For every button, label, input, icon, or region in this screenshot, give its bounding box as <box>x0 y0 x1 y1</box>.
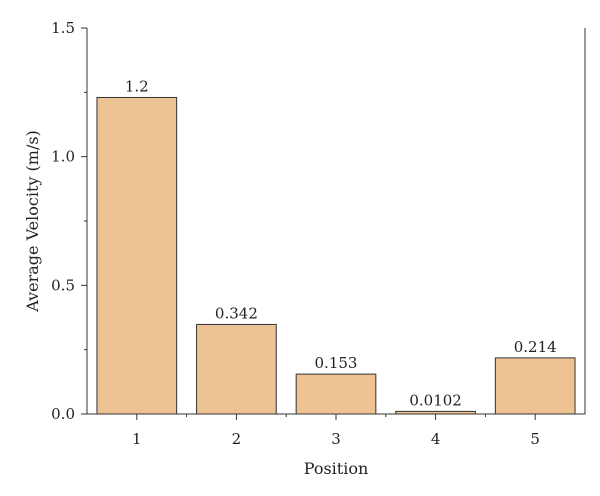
y-axis-title: Average Velocity (m/s) <box>23 130 42 313</box>
x-tick-label: 1 <box>132 430 142 448</box>
bar-value-label: 0.214 <box>514 338 557 356</box>
bar-position-5 <box>494 357 576 415</box>
y-tick-label: 0.0 <box>51 405 75 423</box>
y-tick-label: 1.0 <box>51 148 75 166</box>
x-axis-title: Position <box>304 459 369 478</box>
plot-frame <box>86 28 586 415</box>
x-tick-label: 3 <box>331 430 341 448</box>
x-axis-ticks: 1 2 3 4 5 <box>132 414 540 448</box>
bars <box>96 96 576 415</box>
bar-value-labels: 1.2 0.342 0.153 0.0102 0.214 <box>125 77 557 409</box>
y-tick-label: 1.5 <box>51 19 75 37</box>
bar-value-label: 0.153 <box>315 354 358 372</box>
x-tick-label: 4 <box>431 430 441 448</box>
x-tick-label: 5 <box>530 430 540 448</box>
bar-value-label: 0.342 <box>215 304 258 322</box>
bar-position-2 <box>196 323 277 415</box>
y-tick-label: 0.5 <box>51 276 75 294</box>
bar-position-3 <box>295 373 377 415</box>
bar-position-1 <box>96 96 178 415</box>
y-axis-ticks: 0.0 0.5 1.0 1.5 <box>51 19 87 423</box>
bar-value-label: 1.2 <box>125 77 149 95</box>
bar-value-label: 0.0102 <box>409 391 462 409</box>
x-tick-label: 2 <box>232 430 242 448</box>
